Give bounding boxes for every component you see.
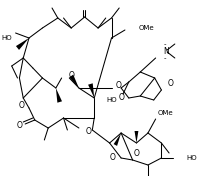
Text: O: O — [119, 93, 125, 102]
Text: -: - — [164, 41, 167, 47]
Text: HO: HO — [107, 97, 117, 103]
Polygon shape — [88, 83, 94, 98]
Text: HO: HO — [186, 155, 197, 161]
Polygon shape — [69, 75, 79, 88]
Text: O: O — [134, 149, 139, 158]
Text: OMe: OMe — [158, 110, 173, 116]
Text: N: N — [163, 48, 169, 56]
Text: O: O — [109, 153, 115, 162]
Text: O: O — [167, 80, 173, 89]
Text: O: O — [17, 121, 22, 130]
Text: HO: HO — [1, 35, 12, 41]
Polygon shape — [16, 38, 29, 50]
Text: O: O — [86, 127, 91, 137]
Polygon shape — [56, 88, 62, 103]
Polygon shape — [114, 133, 121, 146]
Text: O: O — [18, 102, 24, 111]
Text: O: O — [115, 81, 121, 90]
Polygon shape — [135, 131, 138, 143]
Text: -: - — [164, 55, 167, 61]
Text: OMe: OMe — [138, 25, 154, 31]
Text: O: O — [68, 71, 74, 80]
